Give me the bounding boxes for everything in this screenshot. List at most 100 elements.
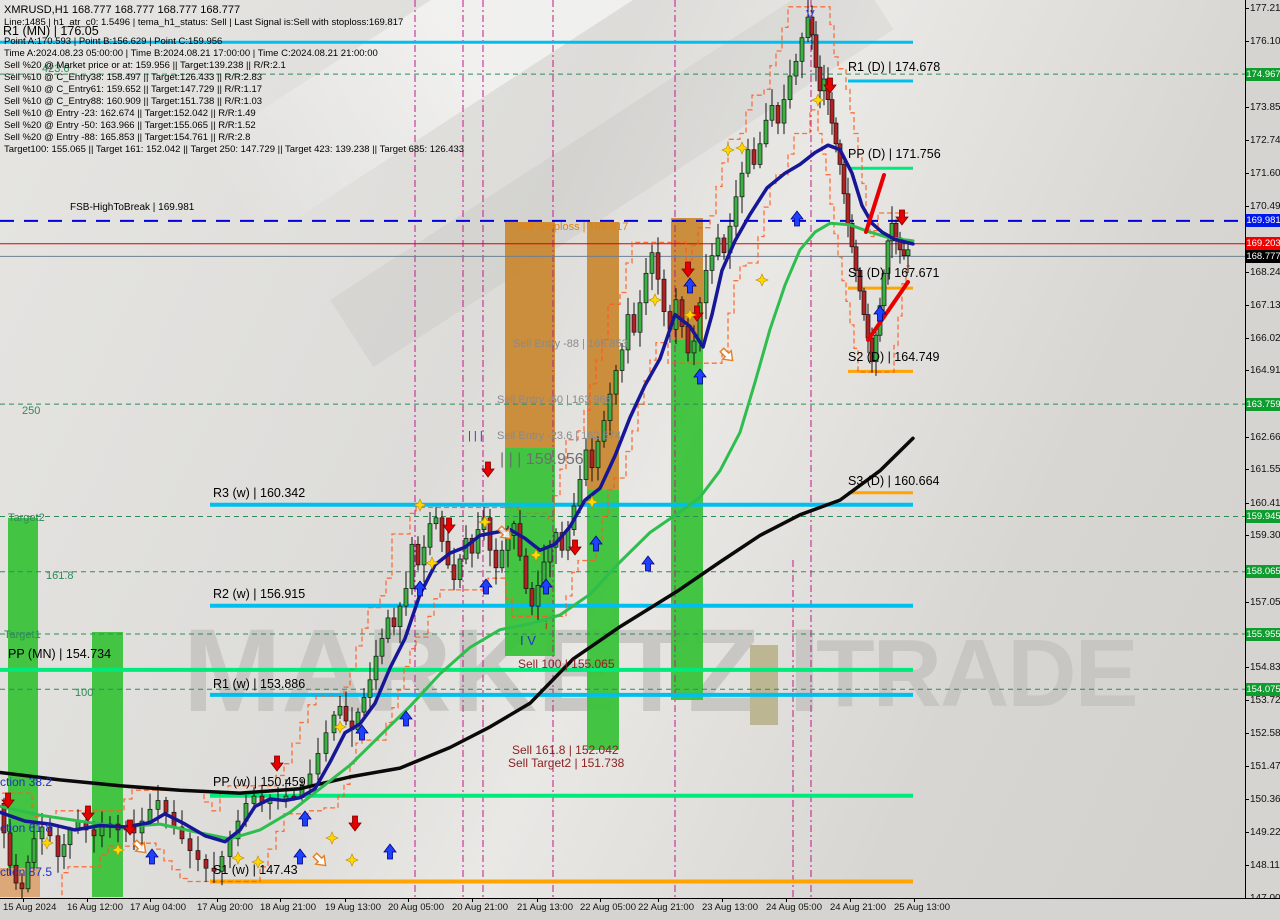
candle-body: [817, 66, 823, 92]
buy-arrow-icon: [589, 535, 603, 552]
price-badge-green: 163.759: [1246, 397, 1280, 411]
star-icon: [413, 498, 427, 512]
star-icon: [529, 548, 543, 562]
candle-body: [31, 838, 37, 863]
price-tick-mark: [1246, 304, 1249, 306]
candle-body: [619, 349, 625, 371]
candle-body: [39, 826, 45, 840]
candle-body: [849, 222, 855, 248]
info-line-centry38: Sell %10 @ C_Entry38: 158.497 || Target:…: [4, 72, 263, 83]
buy-arrow-icon: [145, 848, 159, 865]
candle-body: [805, 16, 811, 39]
time-axis[interactable]: 15 Aug 2024 16 Aug 12:00 17 Aug 04:00 17 Au…: [0, 898, 1280, 920]
price-tick-mark: [1246, 8, 1249, 9]
candle-body: [685, 326, 691, 354]
price-tick-label: 160.410: [1250, 497, 1280, 509]
buy-arrow-icon: [683, 277, 697, 294]
price-tick-label: 171.600: [1250, 168, 1280, 180]
candle-body: [403, 588, 409, 607]
star-icon: [721, 143, 735, 157]
candle-body: [857, 270, 863, 292]
chart-canvas[interactable]: MARKETZ I TRADE R1 (MN) | 176.05 423.6 R1 …: [0, 0, 1245, 898]
time-tick-mark: [600, 899, 601, 902]
price-tick-mark: [1246, 766, 1249, 767]
candle-body: [679, 299, 685, 327]
buy-arrow-icon: [298, 810, 312, 827]
info-line-points: Point A:170.593 | Point B:156.629 | Poin…: [4, 36, 223, 47]
price-tick-mark: [1246, 139, 1249, 141]
candle-body: [203, 859, 209, 869]
time-tick-mark: [537, 899, 538, 902]
candle-body: [163, 800, 169, 813]
chart-plot[interactable]: [0, 0, 1245, 898]
time-tick-mark: [150, 899, 151, 902]
watermark-bar: [750, 645, 778, 725]
supply-demand-zone: [587, 490, 619, 750]
star-icon: [683, 308, 697, 322]
candle-body: [751, 149, 757, 165]
candle-body: [19, 882, 25, 890]
candle-body: [99, 826, 105, 837]
candle-body: [709, 255, 715, 271]
price-tick-mark: [1246, 502, 1249, 504]
buy-arrow-icon: [539, 578, 553, 595]
time-tick-mark: [87, 899, 88, 902]
price-axis[interactable]: 177.210 176.100 173.850 172.740 171.600 170.4…: [1245, 0, 1280, 904]
candle-body: [433, 517, 439, 525]
price-badge-green: 154.075: [1246, 682, 1280, 696]
price-badge-green: 159.945: [1246, 510, 1280, 523]
price-tick-label: 177.210: [1250, 3, 1280, 14]
sell-arrow-icon: [681, 261, 695, 278]
candle-body: [427, 523, 433, 548]
info-line-signal: Line:1485 | h1_atr_c0: 1.5496 | tema_h1_…: [4, 17, 404, 28]
buy-arrow-icon: [693, 368, 707, 385]
price-tick-mark: [1246, 370, 1249, 372]
candle-body: [559, 532, 565, 551]
candle-body: [529, 588, 535, 607]
candle-body: [227, 838, 233, 857]
info-line-targets: Target100: 155.065 || Target 161: 152.04…: [4, 144, 465, 155]
time-tick-label: 25 Aug 13:00: [894, 902, 950, 913]
price-tick-mark: [1246, 865, 1249, 866]
time-tick-label: 22 Aug 21:00: [638, 902, 694, 913]
candle-body: [781, 99, 787, 124]
time-tick-label: 20 Aug 05:00: [388, 902, 444, 913]
time-tick-label: 21 Aug 13:00: [517, 902, 573, 913]
candle-body: [721, 237, 727, 254]
info-line-entry50: Sell %20 @ Entry -50: 163.966 || Target:…: [4, 120, 256, 131]
hollow-arrow-icon: [497, 525, 512, 540]
buy-arrow-icon: [479, 578, 493, 595]
candle-body: [901, 249, 907, 257]
time-tick-label: 18 Aug 21:00: [260, 902, 316, 913]
hollow-arrow-icon: [312, 852, 327, 867]
candle-body: [13, 864, 19, 884]
time-tick-mark: [408, 899, 409, 902]
candle-body: [745, 149, 751, 174]
candle-body: [1, 803, 7, 834]
price-badge-blue: 169.981: [1246, 214, 1280, 228]
candle-body: [391, 617, 397, 628]
time-tick-label: 15 Aug 2024: [3, 902, 57, 913]
candle-body: [715, 237, 721, 257]
supply-demand-zone: [671, 340, 703, 700]
price-tick-mark: [1246, 535, 1249, 537]
supply-demand-zone: [505, 222, 555, 448]
candle-body: [577, 479, 583, 507]
price-tick-label: 170.490: [1250, 200, 1280, 212]
sell-arrow-icon: [568, 539, 582, 556]
candle-body: [155, 800, 161, 810]
candle-body: [475, 529, 481, 554]
candle-body: [757, 143, 763, 165]
price-tick-label: 172.740: [1250, 134, 1280, 146]
candle-body: [769, 105, 775, 121]
envelope-band: [2, 6, 910, 818]
sell-arrow-icon: [895, 209, 909, 226]
price-badge-black: 168.777: [1246, 249, 1280, 263]
candle-body: [763, 119, 769, 145]
candle-body: [661, 278, 667, 312]
info-line-entry23: Sell %10 @ Entry -23: 162.674 || Target:…: [4, 108, 256, 119]
price-tick-mark: [1246, 733, 1249, 735]
time-tick-mark: [472, 899, 473, 902]
star-icon: [333, 720, 347, 734]
